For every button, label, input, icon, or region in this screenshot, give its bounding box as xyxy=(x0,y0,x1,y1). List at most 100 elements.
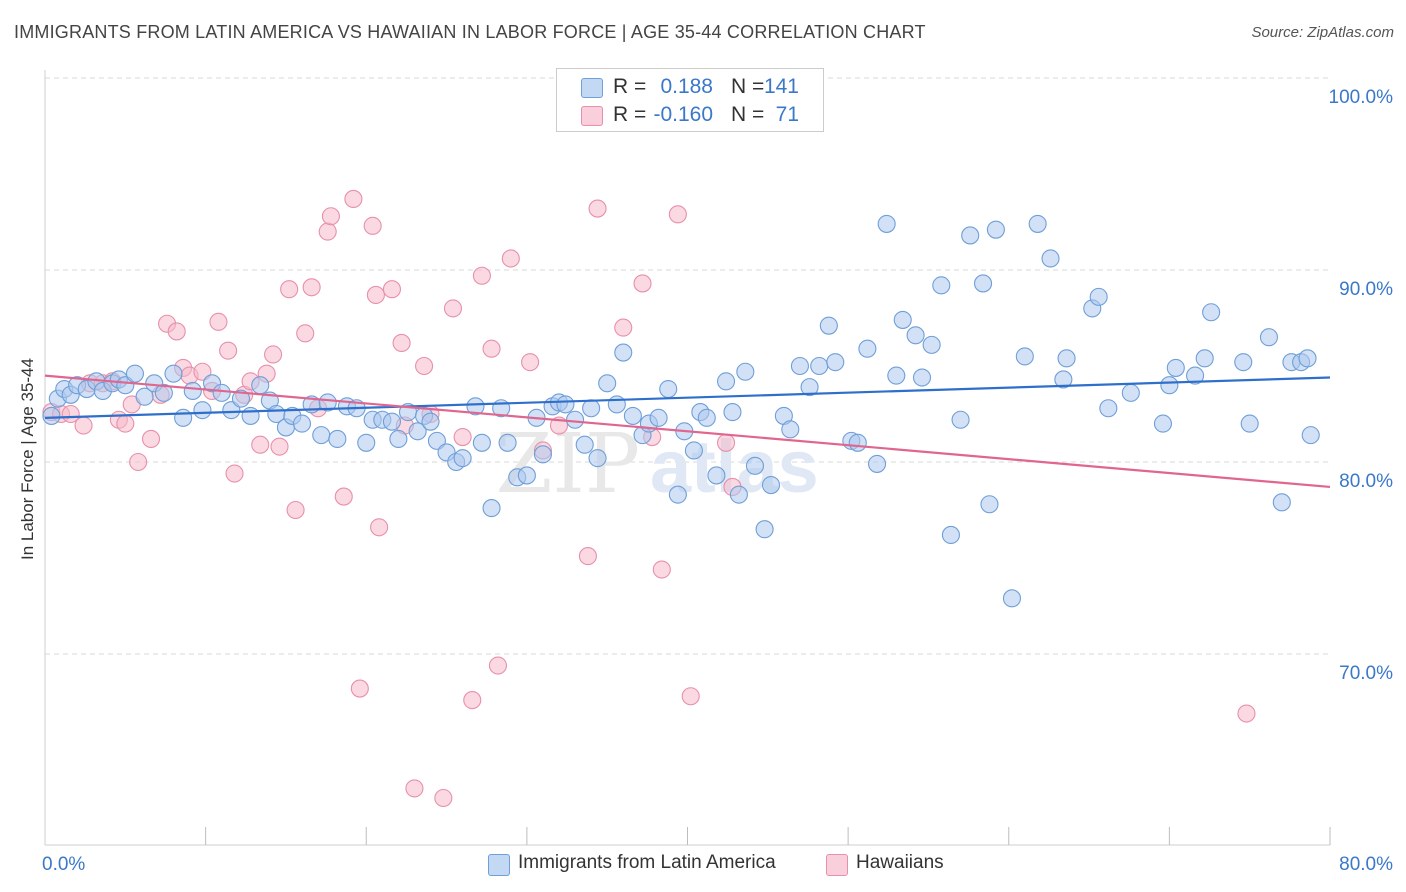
hawaiians-point xyxy=(302,278,321,297)
immigrants-point xyxy=(174,408,193,427)
immigrants-point xyxy=(154,383,173,402)
hawaiians-point xyxy=(264,345,283,364)
immigrants-point xyxy=(1153,414,1172,433)
immigrants-point xyxy=(745,456,765,475)
hawaiians-point xyxy=(366,285,385,305)
immigrants-point xyxy=(498,433,517,452)
immigrants-point xyxy=(421,412,440,431)
immigrants-point xyxy=(867,454,887,473)
hawaiians-point xyxy=(382,280,402,299)
hawaiians-point xyxy=(482,339,501,358)
immigrants-point xyxy=(659,379,678,399)
legend-n-value: 71 xyxy=(775,103,799,126)
y-tick-label: 100.0% xyxy=(1329,87,1394,108)
immigrants-point xyxy=(1054,370,1073,389)
hawaiians-trend-line xyxy=(44,374,1331,489)
immigrants-point xyxy=(598,374,617,393)
immigrants-point xyxy=(1002,589,1022,608)
immigrants-point xyxy=(623,406,642,425)
immigrants-point xyxy=(517,466,536,485)
chart-title: IMMIGRANTS FROM LATIN AMERICA VS HAWAIIA… xyxy=(14,22,926,42)
legend-r-value: -0.160 xyxy=(653,103,713,126)
immigrants-point xyxy=(408,422,427,441)
immigrants-point xyxy=(482,499,501,518)
immigrants-point xyxy=(877,214,896,233)
immigrants-point xyxy=(42,406,61,425)
hawaiians-point xyxy=(443,299,463,318)
immigrants-point xyxy=(1166,358,1185,377)
hawaiians-point xyxy=(167,322,186,341)
y-tick-label: 70.0% xyxy=(1339,663,1393,684)
hawaiians-point xyxy=(209,312,228,331)
x-tick-label-max: 80.0% xyxy=(1339,854,1393,875)
hawaiians-point xyxy=(318,222,337,241)
immigrants-point xyxy=(761,475,781,495)
hawaiians-point xyxy=(280,280,299,299)
immigrants-point xyxy=(1160,376,1179,395)
immigrants-trend-line xyxy=(44,376,1331,419)
immigrants-point xyxy=(318,393,337,412)
hawaiians-point xyxy=(588,199,607,218)
immigrants-point xyxy=(893,310,912,329)
immigrants-point xyxy=(453,449,472,468)
legend-n-label: N = xyxy=(731,75,765,98)
immigrants-point xyxy=(231,389,251,408)
y-tick-label: 90.0% xyxy=(1339,279,1393,300)
immigrants-point xyxy=(1298,349,1317,368)
hawaiians-point xyxy=(633,274,652,293)
hawaiians-point xyxy=(521,353,540,372)
legend-n-value: 141 xyxy=(763,75,799,98)
immigrants-point xyxy=(1041,249,1060,268)
hawaiians-point xyxy=(321,207,340,226)
y-axis-label: In Labor Force | Age 35-44 xyxy=(18,358,37,560)
immigrants-point xyxy=(135,387,154,406)
immigrants-point xyxy=(1202,303,1221,322)
legend-row-hawaiians: R = -0.160 N = 71 xyxy=(557,100,823,130)
immigrants-point xyxy=(1240,414,1259,433)
immigrants-point xyxy=(790,356,809,376)
immigrants-point xyxy=(781,420,800,439)
hawaiians-point xyxy=(129,452,148,472)
immigrants-point xyxy=(1272,493,1291,512)
immigrants-point xyxy=(826,353,845,372)
immigrants-point xyxy=(912,368,932,387)
immigrants-point xyxy=(736,362,755,381)
source-credit: Source: ZipAtlas.com xyxy=(1251,24,1394,41)
immigrants-point xyxy=(941,525,960,545)
immigrants-point xyxy=(251,376,270,395)
hawaiians-point xyxy=(141,429,161,449)
legend-row-immigrants: R = 0.188 N = 141 xyxy=(557,72,823,102)
hawaiians-point xyxy=(668,205,687,224)
hawaiians-point xyxy=(716,433,736,452)
immigrants-point xyxy=(389,429,408,449)
immigrants-point xyxy=(566,410,585,429)
hawaiians-point xyxy=(1237,704,1256,723)
immigrants-point xyxy=(125,364,144,383)
immigrants-point xyxy=(980,495,999,514)
hawaiians-point xyxy=(251,435,270,454)
x-tick-label-min: 0.0% xyxy=(42,854,85,875)
immigrants-point xyxy=(729,485,748,504)
hawaiians-point xyxy=(219,341,238,360)
immigrants-point xyxy=(575,435,594,454)
hawaiians-point xyxy=(363,216,382,235)
immigrants-point xyxy=(1195,349,1214,368)
immigrants-point xyxy=(472,433,491,452)
hawaiians-point xyxy=(350,679,369,698)
immigrants-point xyxy=(697,408,716,427)
immigrants-point xyxy=(193,401,212,420)
hawaiians-point xyxy=(453,427,472,447)
hawaiians-point xyxy=(472,266,491,285)
immigrants-point xyxy=(588,449,607,468)
hawaiians-point xyxy=(463,691,482,710)
series-legend: Immigrants from Latin America Hawaiians xyxy=(0,852,1406,878)
legend-label-hawaiians: Hawaiians xyxy=(856,852,944,873)
hawaiians-point xyxy=(225,464,244,483)
hawaiians-point xyxy=(116,414,135,433)
immigrants-point xyxy=(1186,366,1205,385)
immigrants-point xyxy=(212,383,231,402)
immigrants-point xyxy=(607,395,626,414)
hawaiians-point xyxy=(415,356,434,376)
immigrants-point xyxy=(973,274,993,293)
hawaiians-point xyxy=(296,324,315,343)
